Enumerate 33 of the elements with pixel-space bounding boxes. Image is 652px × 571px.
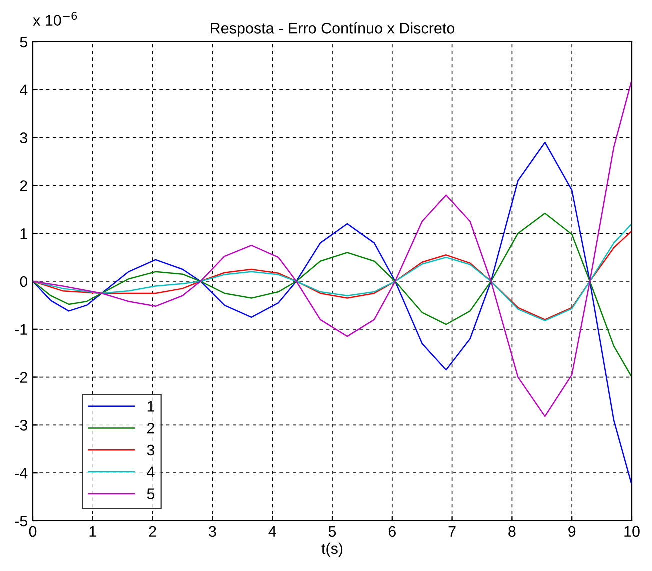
legend-label: 3: [147, 444, 155, 456]
legend-label: 1: [148, 401, 154, 412]
legend-label: 2: [148, 422, 154, 434]
x-tick-label: 3: [209, 526, 216, 538]
x-tick-label: 7: [448, 526, 456, 537]
y-tick-label: 2: [20, 180, 28, 192]
chart-title: Resposta - Erro Contínuo x Discreto: [211, 22, 455, 37]
y-tick-label: -4: [15, 468, 28, 479]
x-tick-label: 4: [268, 526, 276, 537]
y-tick-label: -1: [15, 324, 28, 335]
x-tick-label: 9: [568, 526, 576, 538]
x-axis-title: t(s): [322, 542, 343, 558]
y-tick-label: 5: [20, 37, 28, 48]
line-series: [33, 212, 632, 378]
x-tick-label: 10: [624, 526, 640, 538]
x-tick-label: 2: [149, 526, 156, 537]
y-tick-label: -5: [15, 516, 28, 527]
line-series: [33, 80, 632, 418]
y-tick-label: 1: [20, 228, 28, 240]
x-tick-label: 5: [328, 526, 336, 538]
y-tick-label: 4: [20, 84, 28, 96]
y-tick-label: -3: [15, 420, 28, 431]
legend-label: 4: [147, 466, 155, 478]
x-tick-label: 0: [29, 526, 37, 538]
x-tick-label: 8: [508, 526, 516, 538]
x-tick-label: 1: [90, 526, 96, 537]
text: x 10$^{−6}$: [33, 12, 78, 26]
x-tick-label: 6: [388, 526, 396, 538]
legend-label: 5: [147, 488, 155, 500]
y-tick-label: 0: [20, 276, 28, 288]
y-tick-label: -2: [15, 372, 28, 383]
y-tick-label: 3: [20, 132, 28, 144]
line-series: [33, 142, 632, 486]
